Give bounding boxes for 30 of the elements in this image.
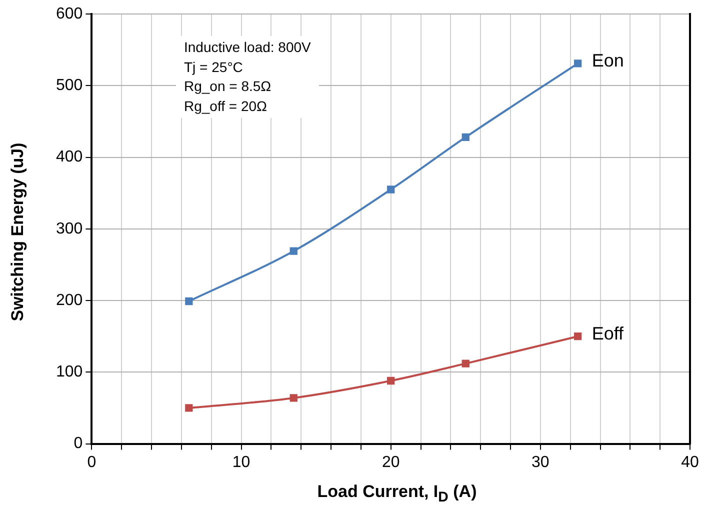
y-tick-label: 400 [56, 148, 83, 166]
point [185, 404, 193, 412]
y-tick-label: 500 [56, 77, 83, 94]
x-tick-label: 40 [681, 454, 699, 471]
point [462, 360, 470, 368]
series-label: Eon [592, 50, 624, 70]
annotation: Rg_off = 20Ω [184, 96, 268, 116]
y-tick-label: 600 [56, 5, 83, 22]
annotation: Inductive load: 800V [184, 38, 311, 57]
annotation: Tj = 25°C [184, 58, 244, 77]
x-tick-label: 30 [532, 454, 550, 471]
point [574, 332, 582, 340]
annotation: Rg_on = 8.5Ω [184, 77, 272, 96]
x-tick-label: 10 [232, 454, 250, 471]
x-tick-label: 0 [87, 454, 96, 471]
point [574, 60, 582, 68]
point [462, 133, 470, 142]
point [290, 394, 298, 402]
y-tick-label: 0 [74, 435, 83, 452]
x-axis-title: Load Current, I$_{D}$ (A) [316, 482, 478, 506]
y-tick-label: 100 [56, 364, 83, 381]
y-axis-title: Switching Energy (uJ) [8, 142, 28, 324]
point [185, 297, 193, 306]
series-label: Eoff [592, 323, 625, 344]
point [387, 376, 395, 385]
point [387, 186, 395, 194]
x-tick-label: 20 [382, 454, 400, 471]
y-tick-label: 300 [56, 220, 83, 238]
point [290, 247, 298, 255]
y-tick-label: 200 [56, 292, 83, 309]
